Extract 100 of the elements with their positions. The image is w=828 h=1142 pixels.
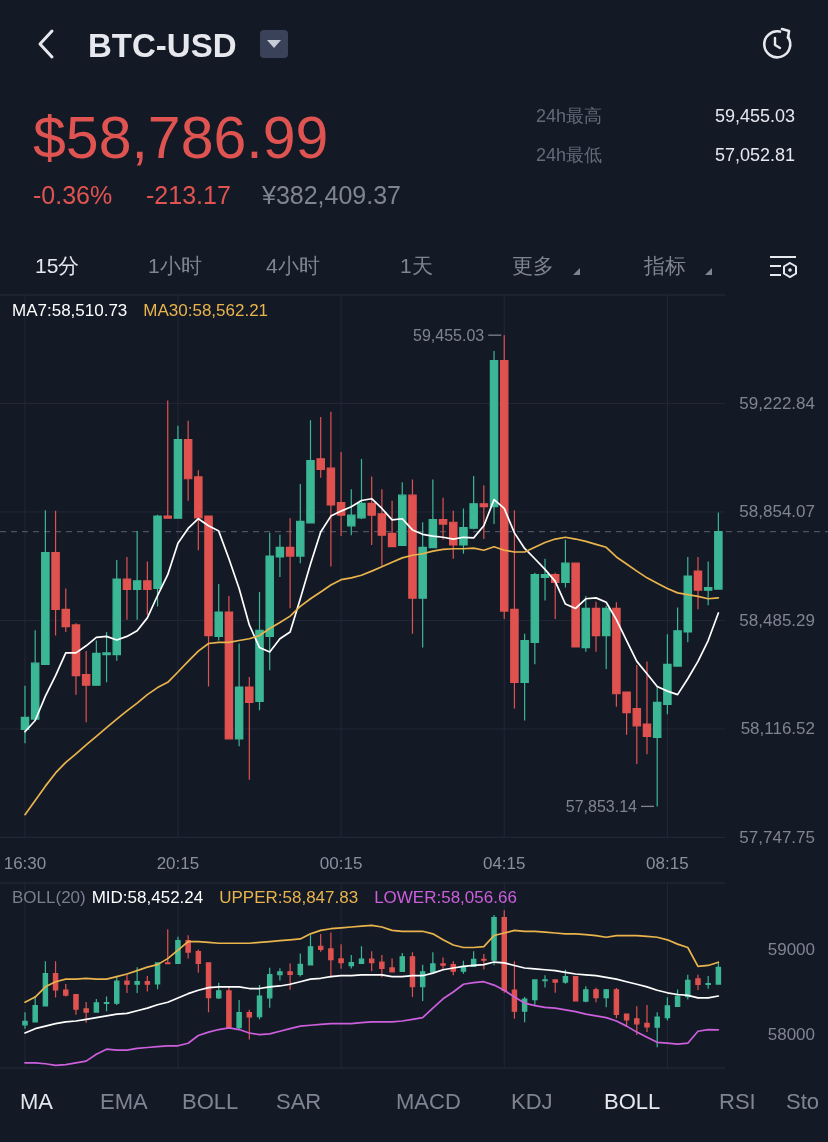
candlestick bbox=[552, 978, 558, 994]
candlestick bbox=[613, 987, 620, 1019]
candlestick bbox=[561, 539, 570, 589]
candlestick bbox=[22, 1011, 28, 1030]
candlestick bbox=[642, 660, 652, 755]
text: 59,455.03 bbox=[714, 106, 795, 126]
text: 1小时 bbox=[148, 254, 202, 277]
y-tick-label: 58,485.29 bbox=[739, 610, 815, 630]
candlestick bbox=[389, 957, 395, 973]
candlestick bbox=[715, 961, 722, 985]
candlestick bbox=[226, 985, 232, 1029]
candlestick bbox=[144, 975, 151, 993]
candlestick bbox=[134, 966, 140, 994]
candlestick bbox=[583, 985, 589, 1003]
text: -0.36% bbox=[33, 181, 113, 209]
candlestick bbox=[326, 411, 336, 567]
candlestick bbox=[438, 497, 448, 541]
candlestick bbox=[163, 399, 173, 519]
text: 4小时 bbox=[266, 254, 320, 277]
text: SAR bbox=[276, 1089, 322, 1114]
candlestick bbox=[287, 962, 293, 991]
legend: MA7:58,510.73 MA30:58,562.21 bbox=[12, 301, 269, 320]
candlestick bbox=[143, 560, 152, 616]
candlestick bbox=[275, 534, 285, 578]
text: 24h最低 bbox=[536, 145, 603, 165]
candlestick bbox=[419, 964, 426, 1002]
candlestick bbox=[183, 420, 193, 502]
candlestick bbox=[358, 945, 365, 965]
candlestick bbox=[418, 521, 427, 649]
candlestick bbox=[165, 928, 171, 965]
candlestick bbox=[307, 934, 314, 966]
candlestick bbox=[52, 960, 59, 999]
x-tick-label: 04:15 bbox=[482, 854, 526, 873]
annotation: 57,853.14 bbox=[565, 797, 638, 815]
candlestick bbox=[398, 481, 407, 547]
text: 更多 bbox=[512, 254, 554, 277]
candlestick bbox=[408, 479, 417, 635]
text: EMA bbox=[100, 1089, 148, 1114]
y-tick-label: 57,747.75 bbox=[739, 827, 815, 847]
candlestick bbox=[245, 676, 254, 781]
candlestick bbox=[63, 983, 69, 998]
candlestick bbox=[195, 948, 202, 974]
candlestick bbox=[399, 952, 406, 973]
candlestick bbox=[215, 982, 222, 1000]
candlestick bbox=[591, 601, 601, 653]
candlestick bbox=[20, 685, 30, 744]
candlestick bbox=[481, 953, 487, 971]
candlestick bbox=[368, 950, 375, 972]
candlestick bbox=[379, 954, 385, 978]
candlestick bbox=[532, 978, 538, 1007]
candlestick bbox=[124, 974, 130, 994]
candlestick bbox=[317, 933, 324, 953]
text: 15分 bbox=[35, 254, 80, 277]
candlestick bbox=[328, 931, 334, 979]
candlestick bbox=[285, 517, 295, 609]
candlestick bbox=[440, 957, 446, 971]
y-tick-label: 58,116.52 bbox=[740, 719, 815, 739]
legend: BOLL(20) MID:58,452.24 UPPER:58,847.83 LOWER:58,056.66 bbox=[12, 888, 517, 907]
candlestick bbox=[338, 943, 344, 970]
y-tick-label: 59,222.84 bbox=[739, 393, 815, 413]
candlestick bbox=[32, 995, 38, 1023]
x-tick-label: 16:30 bbox=[3, 854, 47, 873]
text: ¥382,409.37 bbox=[261, 181, 402, 209]
candlestick bbox=[654, 1011, 660, 1048]
candlestick bbox=[664, 996, 671, 1022]
x-tick-label: 20:15 bbox=[156, 854, 200, 873]
candlestick bbox=[530, 572, 540, 665]
text: 指标 bbox=[643, 254, 686, 277]
candlestick bbox=[489, 350, 499, 525]
candlestick bbox=[603, 988, 609, 1008]
candlestick bbox=[520, 633, 529, 722]
candlestick bbox=[430, 951, 436, 973]
candlestick bbox=[714, 511, 723, 590]
candlestick bbox=[114, 975, 120, 1006]
candlestick bbox=[132, 530, 142, 621]
text: BOLL bbox=[604, 1089, 661, 1114]
candlestick bbox=[214, 583, 223, 642]
candlestick bbox=[695, 974, 701, 991]
candlestick bbox=[246, 1009, 253, 1041]
candlestick bbox=[542, 974, 548, 989]
candlestick bbox=[71, 622, 81, 696]
candlestick bbox=[316, 416, 325, 479]
candlestick bbox=[377, 488, 387, 567]
candlestick bbox=[297, 952, 304, 978]
candlestick bbox=[572, 975, 579, 1002]
line-series bbox=[24, 961, 720, 1034]
candlestick bbox=[540, 558, 550, 602]
candlestick bbox=[511, 960, 518, 1020]
text: 57,052.81 bbox=[714, 145, 795, 165]
candlestick bbox=[634, 1005, 640, 1036]
text: BOLL bbox=[182, 1089, 239, 1114]
text: Sto bbox=[786, 1089, 820, 1114]
text: RSI bbox=[719, 1089, 756, 1114]
candlestick bbox=[73, 993, 79, 1016]
candlestick bbox=[122, 556, 132, 621]
x-tick-label: 08:15 bbox=[646, 854, 689, 873]
candlestick bbox=[83, 1001, 89, 1024]
y-tick-label: 58000 bbox=[767, 1025, 815, 1045]
chart-title: BTC-USD bbox=[88, 27, 237, 64]
line-series bbox=[24, 924, 720, 1004]
